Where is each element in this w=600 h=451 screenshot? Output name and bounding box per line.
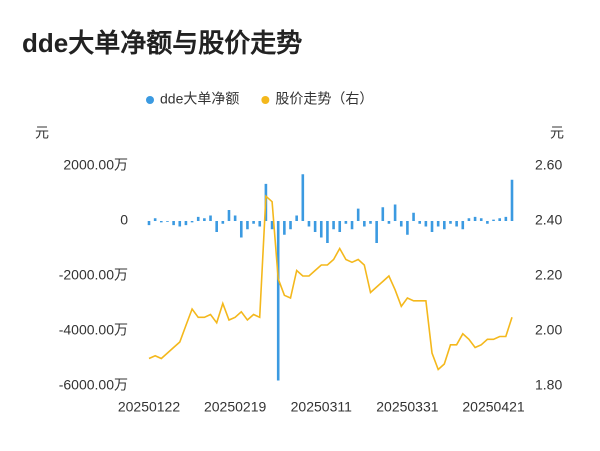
bar (387, 221, 391, 224)
y2-tick-label: 2.40 (535, 212, 562, 228)
legend-marker (146, 96, 154, 104)
bar (301, 174, 305, 221)
y-tick-label: 2000.00万 (63, 157, 128, 173)
bar (190, 221, 194, 223)
y2-tick-label: 2.00 (535, 322, 562, 338)
bar (486, 221, 489, 224)
bar (363, 221, 366, 227)
bar (369, 221, 372, 224)
bar (160, 221, 163, 223)
x-tick-label: 20250311 (291, 399, 352, 415)
bar (172, 221, 175, 226)
x-tick-label: 20250122 (118, 399, 181, 415)
bar (449, 221, 452, 224)
bar (461, 221, 465, 230)
bar (239, 221, 243, 238)
bar (313, 221, 317, 232)
y2-tick-label: 2.20 (535, 267, 562, 283)
bar (147, 221, 151, 226)
bar (504, 216, 508, 221)
y-tick-label: -4000.00万 (59, 322, 128, 338)
bar (443, 221, 446, 230)
y-tick-label: -6000.00万 (59, 377, 128, 393)
price-line (148, 194, 513, 371)
y2-tick-label: 2.60 (535, 157, 562, 173)
bar (233, 215, 237, 221)
bar (276, 221, 280, 381)
bar (166, 221, 169, 222)
bar (381, 207, 385, 221)
bar (153, 218, 157, 221)
legend-label: 股价走势（右） (275, 91, 373, 107)
bar (350, 221, 354, 230)
y-axis-unit: 元 (35, 125, 49, 141)
bar (393, 204, 397, 221)
bar (221, 221, 225, 224)
legend-marker (261, 96, 270, 104)
bar (492, 219, 495, 221)
y-tick-label: -2000.00万 (59, 267, 128, 283)
bar (424, 221, 428, 227)
bar (344, 221, 348, 224)
y2-tick-label: 1.80 (535, 377, 562, 393)
bar (215, 221, 218, 232)
bar (473, 216, 477, 221)
bar (283, 221, 286, 235)
bar (510, 179, 514, 221)
bar (270, 221, 274, 230)
x-tick-label: 20250331 (376, 399, 439, 415)
bar (289, 221, 292, 230)
bar (455, 221, 458, 227)
bar (307, 221, 311, 227)
bar (319, 221, 323, 238)
bar (430, 221, 434, 232)
y2-axis-unit: 元 (550, 125, 564, 141)
bar (258, 221, 262, 227)
y-tick-label: 0 (120, 212, 128, 228)
bar (412, 212, 415, 221)
bar (436, 221, 440, 227)
bar (356, 208, 360, 221)
legend-label: dde大单净额 (160, 91, 239, 107)
bar (209, 215, 212, 221)
bar (252, 221, 255, 224)
bar (178, 221, 182, 227)
bar (246, 221, 249, 230)
bar (332, 221, 335, 230)
bar (418, 221, 422, 224)
bar (498, 218, 501, 221)
x-tick-label: 20250219 (204, 399, 267, 415)
bar (295, 215, 298, 221)
chart-title: dde大单净额与股价走势 (22, 28, 302, 58)
bar (399, 221, 403, 227)
bar (184, 221, 188, 226)
bar (326, 221, 329, 243)
bar (467, 218, 471, 221)
bar (227, 210, 231, 221)
bar (375, 221, 378, 243)
bar (479, 218, 483, 221)
bar (338, 221, 342, 232)
bar (203, 218, 206, 221)
bar (196, 216, 200, 221)
x-tick-label: 20250421 (462, 399, 525, 415)
bar (406, 221, 409, 235)
